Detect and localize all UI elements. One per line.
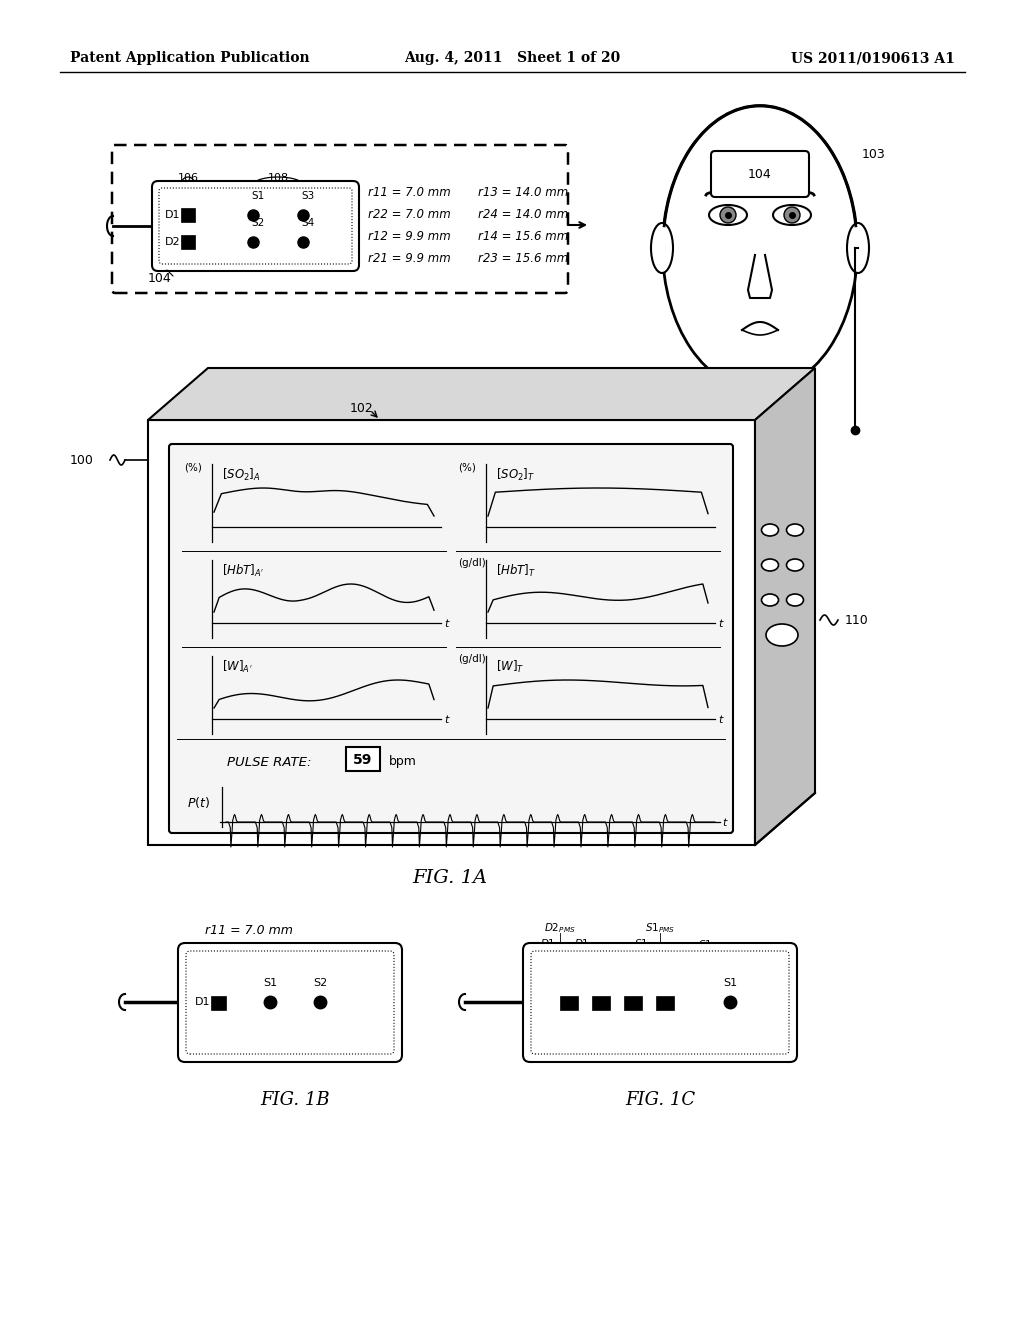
Polygon shape [148, 368, 815, 420]
Text: S4: S4 [301, 218, 314, 228]
Text: FIG. 1C: FIG. 1C [625, 1092, 695, 1109]
Ellipse shape [786, 558, 804, 572]
Text: $[HbT]_{A^\prime}$: $[HbT]_{A^\prime}$ [222, 564, 264, 579]
Bar [181, 235, 195, 249]
Text: S3: S3 [301, 191, 314, 201]
Text: D2: D2 [165, 238, 180, 247]
Bar [592, 997, 610, 1010]
Text: r14 = 15.6 mm: r14 = 15.6 mm [478, 231, 568, 243]
Text: $t$: $t$ [444, 616, 451, 630]
FancyBboxPatch shape [152, 181, 359, 271]
Text: 100: 100 [70, 454, 94, 466]
FancyBboxPatch shape [178, 942, 402, 1063]
Text: $t$: $t$ [718, 616, 725, 630]
Text: Aug. 4, 2011   Sheet 1 of 20: Aug. 4, 2011 Sheet 1 of 20 [403, 51, 621, 65]
Bar [211, 997, 226, 1010]
Polygon shape [755, 368, 815, 845]
Text: US 2011/0190613 A1: US 2011/0190613 A1 [792, 51, 955, 65]
Text: D1: D1 [195, 997, 210, 1007]
Text: $D1_{CWS}$: $D1_{CWS}$ [540, 937, 573, 950]
FancyBboxPatch shape [346, 747, 380, 771]
Text: 102: 102 [350, 401, 374, 414]
Text: $[SO_2]_T$: $[SO_2]_T$ [496, 467, 536, 483]
Ellipse shape [720, 207, 736, 223]
Text: 110: 110 [845, 614, 868, 627]
Ellipse shape [762, 594, 778, 606]
Bar [148, 420, 755, 845]
Text: D1: D1 [165, 210, 180, 220]
Text: $t$: $t$ [722, 816, 729, 828]
Text: (%): (%) [184, 462, 202, 473]
Text: 59: 59 [353, 752, 373, 767]
Bar [656, 997, 674, 1010]
Ellipse shape [762, 524, 778, 536]
Text: 103: 103 [862, 149, 886, 161]
Ellipse shape [773, 205, 811, 224]
Text: FIG. 1B: FIG. 1B [260, 1092, 330, 1109]
Text: $[W]_T$: $[W]_T$ [496, 659, 524, 675]
Text: $[HbT]_T$: $[HbT]_T$ [496, 564, 536, 579]
Text: $S1_{PMS}$: $S1_{PMS}$ [645, 921, 675, 935]
Ellipse shape [784, 207, 800, 223]
Text: $D2_{PMS}$: $D2_{PMS}$ [544, 921, 575, 935]
Bar [624, 997, 642, 1010]
Text: r24 = 14.0 mm: r24 = 14.0 mm [478, 209, 568, 222]
Bar [181, 209, 195, 222]
Ellipse shape [766, 624, 798, 645]
Text: $S1_{CWS}$: $S1_{CWS}$ [634, 937, 666, 950]
FancyBboxPatch shape [711, 150, 809, 197]
Text: S1: S1 [251, 191, 264, 201]
Text: S1: S1 [263, 978, 278, 987]
Text: S2: S2 [313, 978, 327, 987]
Bar [560, 997, 578, 1010]
Ellipse shape [847, 223, 869, 273]
Text: $[SO_2]_A$: $[SO_2]_A$ [222, 467, 261, 483]
FancyBboxPatch shape [523, 942, 797, 1063]
Text: $[W]_{A^\prime}$: $[W]_{A^\prime}$ [222, 659, 253, 675]
Text: r13 = 14.0 mm: r13 = 14.0 mm [478, 186, 568, 199]
Text: 104: 104 [749, 168, 772, 181]
Text: 108: 108 [267, 173, 289, 183]
Text: Patent Application Publication: Patent Application Publication [70, 51, 309, 65]
Text: r23 = 15.6 mm: r23 = 15.6 mm [478, 252, 568, 265]
Ellipse shape [709, 205, 746, 224]
Ellipse shape [663, 106, 857, 391]
FancyBboxPatch shape [169, 444, 733, 833]
Text: $t$: $t$ [444, 713, 451, 725]
Text: S2: S2 [251, 218, 264, 228]
Text: (%): (%) [458, 462, 476, 473]
Ellipse shape [786, 594, 804, 606]
Ellipse shape [786, 524, 804, 536]
Text: bpm: bpm [389, 755, 417, 768]
Text: $t$: $t$ [718, 713, 725, 725]
Text: r21 = 9.9 mm: r21 = 9.9 mm [368, 252, 451, 265]
Text: r12 = 14.0 mm: r12 = 14.0 mm [205, 944, 301, 957]
Text: (g/dl): (g/dl) [458, 558, 485, 568]
Text: PULSE RATE:: PULSE RATE: [227, 755, 311, 768]
Text: S1: S1 [723, 978, 737, 987]
Text: r12 = 9.9 mm: r12 = 9.9 mm [368, 231, 451, 243]
Text: FIG. 1A: FIG. 1A [413, 869, 487, 887]
Text: r22 = 7.0 mm: r22 = 7.0 mm [368, 209, 451, 222]
Text: $P(t)$: $P(t)$ [187, 795, 210, 809]
Text: 106: 106 [177, 173, 199, 183]
Text: r11 = 7.0 mm: r11 = 7.0 mm [368, 186, 451, 199]
Text: $D1_{PMS}$: $D1_{PMS}$ [574, 937, 606, 950]
Text: r11 = 7.0 mm: r11 = 7.0 mm [205, 924, 293, 936]
Text: (g/dl): (g/dl) [458, 653, 485, 664]
Ellipse shape [762, 558, 778, 572]
Text: 104: 104 [148, 272, 172, 285]
Ellipse shape [651, 223, 673, 273]
Text: $S1$: $S1$ [698, 939, 712, 950]
